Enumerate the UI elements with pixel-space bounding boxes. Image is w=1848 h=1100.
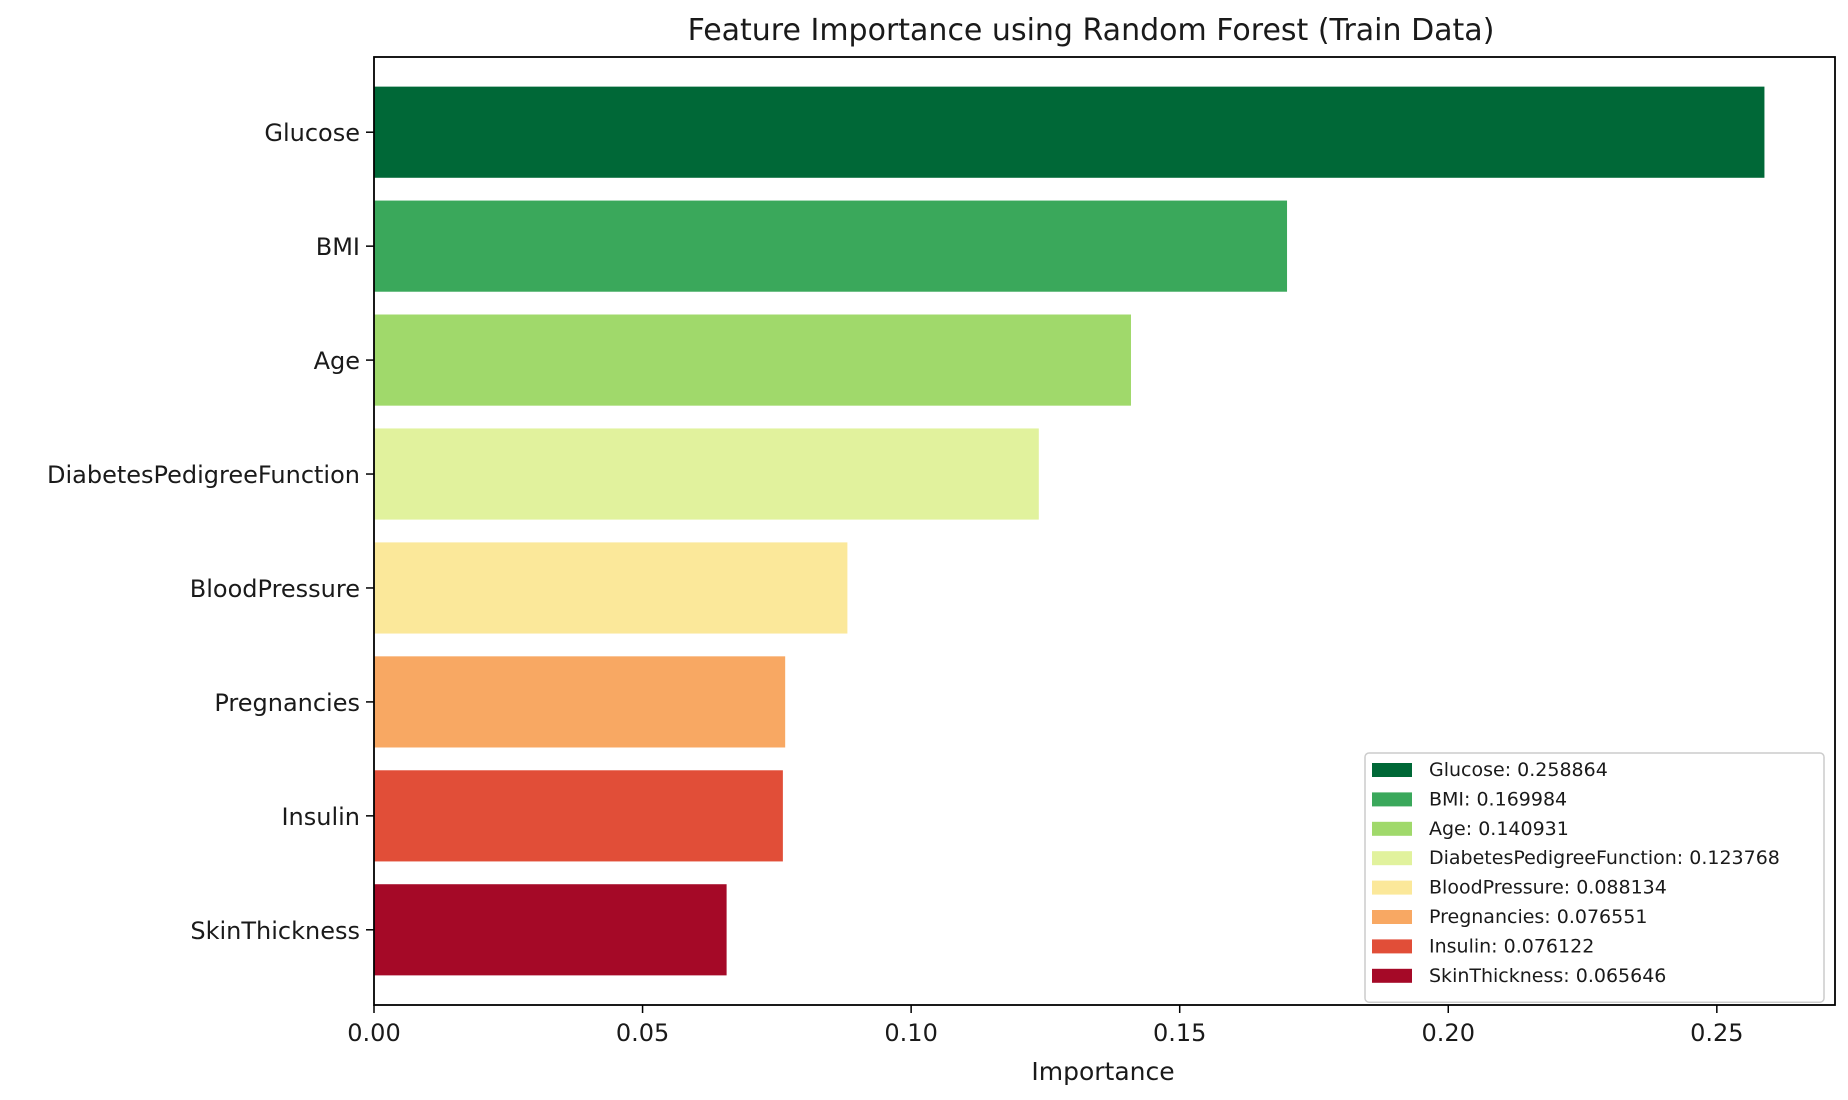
legend-entry: Age: 0.140931 <box>1429 818 1569 840</box>
x-tick-label: 0.00 <box>347 1019 400 1047</box>
x-tick-label: 0.10 <box>884 1019 937 1047</box>
bar-bmi <box>374 200 1288 292</box>
y-tick-label-pregnancies: Pregnancies <box>214 689 360 717</box>
y-tick-label-insulin: Insulin <box>281 803 360 831</box>
legend-swatch <box>1372 880 1412 895</box>
bar-glucose <box>374 86 1765 178</box>
legend-swatch <box>1372 910 1412 924</box>
legend-swatch <box>1372 821 1412 836</box>
legend-box <box>1364 752 1825 1003</box>
legend-entry: DiabetesPedigreeFunction: 0.123768 <box>1429 847 1780 869</box>
legend-swatch <box>1372 763 1412 777</box>
chart-title: Feature Importance using Random Forest (… <box>688 13 1495 48</box>
bar-skinthickness <box>374 884 727 976</box>
y-axis: Glucose BMI Age DiabetesPedigreeFunction Blo… <box>47 119 374 945</box>
x-axis-label: Importance <box>1031 1057 1174 1086</box>
x-tick-label: 0.20 <box>1422 1019 1475 1047</box>
legend-swatch <box>1372 968 1412 983</box>
bar-pregnancies <box>374 656 786 748</box>
legend-swatch <box>1372 939 1412 954</box>
y-tick-label-glucose: Glucose <box>264 119 360 147</box>
bar-diabetespedigreefunction <box>374 428 1039 520</box>
legend-entry: BloodPressure: 0.088134 <box>1429 877 1667 899</box>
y-tick-label-diabetespedigreefunction: DiabetesPedigreeFunction <box>47 461 360 489</box>
legend-entry: Pregnancies: 0.076551 <box>1429 906 1647 928</box>
legend-swatch <box>1372 851 1412 866</box>
x-tick-label: 0.05 <box>616 1019 669 1047</box>
bar-bloodpressure <box>374 542 848 634</box>
plot-frame <box>373 56 1836 1006</box>
legend-entry: BMI: 0.169984 <box>1429 788 1567 810</box>
x-axis: 0.00 0.05 0.10 0.15 0.20 0.25 <box>347 1005 1744 1047</box>
y-tick-label-skinthickness: SkinThickness <box>190 917 360 945</box>
y-tick-label-bmi: BMI <box>316 233 360 261</box>
legend-entry: Glucose: 0.258864 <box>1429 759 1608 781</box>
legend: Glucose: 0.258864 BMI: 0.169984 Age: 0.140… <box>1364 752 1825 1003</box>
legend-swatch <box>1372 792 1412 807</box>
legend-entry: Insulin: 0.076122 <box>1429 935 1594 957</box>
legend-entry: SkinThickness: 0.065646 <box>1429 965 1666 987</box>
x-tick-label: 0.25 <box>1690 1019 1743 1047</box>
bar-insulin <box>374 770 783 862</box>
x-tick-label: 0.15 <box>1153 1019 1206 1047</box>
bars-group <box>374 86 1765 976</box>
y-tick-label-age: Age <box>314 347 360 375</box>
y-tick-label-bloodpressure: BloodPressure <box>190 575 360 603</box>
bar-age <box>374 314 1131 406</box>
